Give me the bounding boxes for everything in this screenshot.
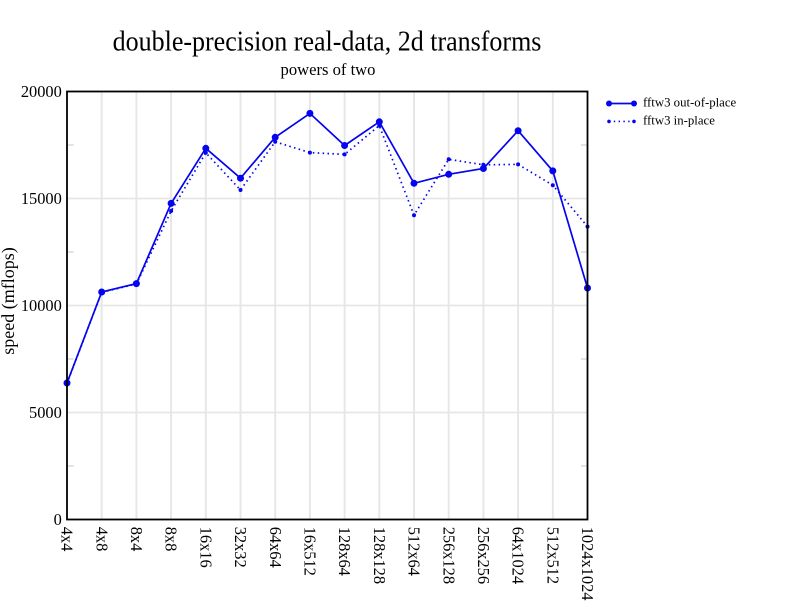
svg-text:256x256: 256x256	[474, 527, 493, 584]
svg-text:fftw3 in-place: fftw3 in-place	[643, 113, 715, 127]
svg-text:8x4: 8x4	[127, 527, 146, 552]
svg-text:64x1024: 64x1024	[509, 527, 528, 584]
svg-text:16x512: 16x512	[301, 527, 320, 576]
svg-text:20000: 20000	[21, 82, 62, 101]
svg-text:15000: 15000	[21, 189, 62, 208]
svg-text:8x8: 8x8	[162, 527, 181, 552]
svg-text:1024x1024: 1024x1024	[578, 527, 597, 601]
svg-text:256x128: 256x128	[439, 527, 458, 584]
svg-text:4x8: 4x8	[92, 527, 111, 552]
svg-text:32x32: 32x32	[231, 527, 250, 568]
svg-text:fftw3 out-of-place: fftw3 out-of-place	[643, 96, 737, 110]
svg-text:10000: 10000	[21, 296, 62, 315]
svg-text:512x64: 512x64	[405, 527, 424, 576]
svg-text:128x64: 128x64	[335, 527, 354, 576]
svg-text:speed (mflops): speed (mflops)	[0, 247, 19, 354]
svg-text:4x4: 4x4	[58, 527, 77, 552]
svg-text:0: 0	[54, 510, 62, 529]
svg-text:64x64: 64x64	[266, 527, 285, 568]
svg-text:double-precision real-data, 2d: double-precision real-data, 2d transform…	[113, 25, 542, 56]
svg-text:512x512: 512x512	[543, 527, 562, 584]
svg-text:128x128: 128x128	[370, 527, 389, 584]
svg-text:16x16: 16x16	[196, 527, 215, 568]
svg-text:5000: 5000	[29, 403, 62, 422]
svg-text:powers of two: powers of two	[281, 60, 376, 79]
